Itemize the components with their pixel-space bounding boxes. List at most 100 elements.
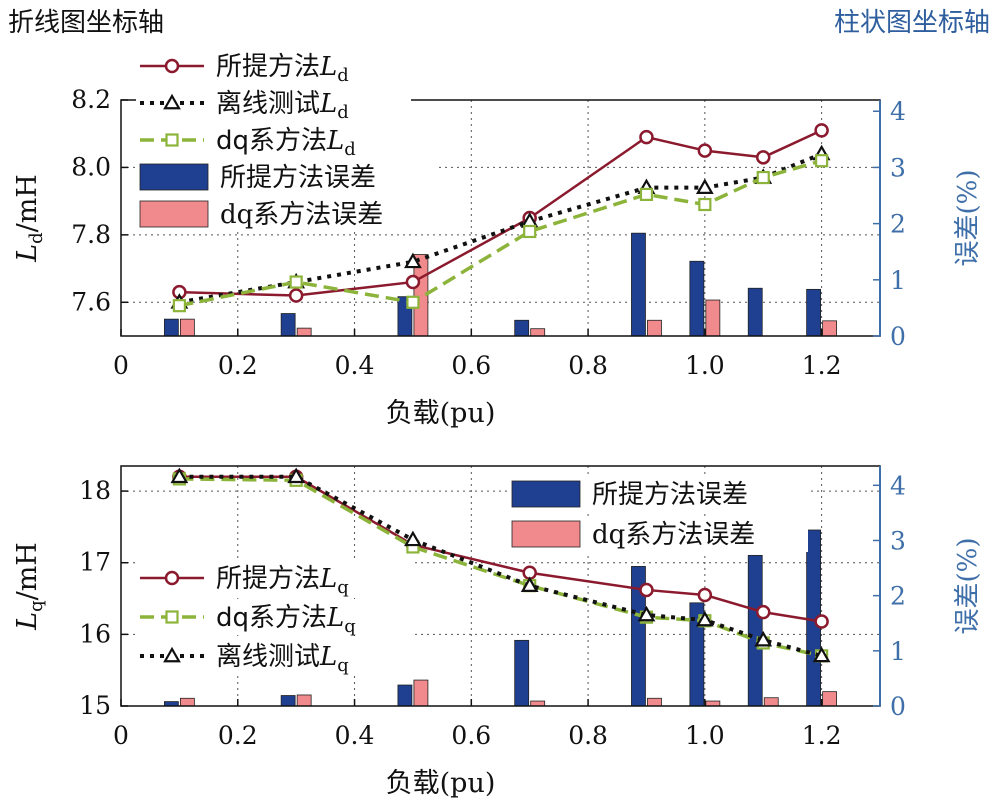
legend-label-proposed: 所提方法Ld (216, 52, 349, 86)
proposed-marker (814, 614, 829, 629)
legend-label-bar_proposed: 所提方法误差 (220, 163, 376, 193)
offline-marker (695, 610, 714, 627)
legend-marker-proposed (164, 58, 180, 74)
legend-label-bar_proposed: 所提方法误差 (592, 480, 748, 510)
legend-label-bar_dq: dq系方法误差 (592, 520, 755, 550)
bar_dq-bar (822, 320, 838, 337)
dq-marker (815, 154, 829, 168)
offline-marker (287, 467, 306, 484)
bar_dq-bar (647, 697, 662, 707)
y-right-tick-label: 3 (890, 526, 906, 555)
proposed-marker (639, 582, 654, 598)
bar_dq-bar (530, 328, 546, 337)
y-right-tick-label: 3 (890, 153, 906, 182)
bar_dq-bar (413, 679, 429, 707)
offline-marker (754, 630, 773, 647)
bar_dq-bar (822, 691, 838, 707)
top-plot: 7.6 7.8 8.0 8.2 0 0.2 0.4 0.6 0.8 1.0 1.2 0 1 2 3 4 负载(p… (12, 48, 983, 429)
dq-marker (289, 275, 303, 289)
proposed-marker (639, 129, 654, 145)
offline-marker (812, 646, 831, 663)
y-tick-label: 8.2 (71, 85, 111, 114)
legend-label-offline: 离线测试Lq (216, 642, 349, 676)
bar_proposed-bar (747, 554, 763, 707)
proposed-marker (697, 587, 713, 603)
y-right-tick-label: 1 (890, 266, 906, 295)
x-tick-label: 1.2 (802, 721, 842, 750)
legend-label-dq: dq系方法Ld (216, 126, 356, 160)
bar_dq-bar (179, 318, 195, 337)
bar_proposed-bar (397, 684, 413, 707)
bar_proposed-bar (280, 313, 296, 337)
offline-marker (520, 576, 539, 592)
x-tick-label: 0.4 (335, 351, 375, 380)
y-right-tick-label: 0 (890, 692, 906, 721)
y-tick-label: 16 (79, 619, 111, 648)
proposed-marker (288, 288, 304, 303)
y-right-axis-label: 误差(%) (953, 170, 983, 267)
bar_proposed-bar (280, 695, 296, 707)
legend-marker-offline (163, 646, 181, 663)
bar_dq-bar (705, 299, 721, 337)
legend-label-offline: 离线测试Ld (216, 89, 349, 123)
x-tick-label: 0.2 (218, 721, 258, 750)
dq-marker (523, 224, 537, 239)
offline-marker (404, 252, 422, 269)
legend-marker-offline (163, 93, 181, 110)
left-axis-header: 折线图坐标轴 (8, 8, 165, 38)
legend-marker-dq (165, 133, 179, 147)
dq-line (179, 477, 822, 658)
y-right-axis-label: 误差(%) (953, 538, 983, 635)
proposed-marker (405, 274, 421, 290)
proposed-line (179, 475, 822, 623)
legend-bg (136, 599, 411, 635)
dq-marker (406, 295, 420, 309)
y-right-tick-label: 1 (890, 637, 906, 666)
bar_dq-bar (647, 319, 662, 337)
y-tick-label: 8.0 (71, 152, 111, 181)
y-right-tick-label: 0 (890, 322, 906, 351)
x-axis-label: 负载(pu) (386, 398, 496, 429)
x-tick-label: 0.6 (451, 351, 491, 380)
y-right-tick-label: 2 (890, 582, 906, 611)
x-tick-label: 0.8 (568, 351, 608, 380)
proposed-marker (697, 143, 713, 158)
offline-marker (170, 467, 189, 484)
x-tick-label: 0.6 (451, 721, 491, 750)
x-tick-label: 0.8 (568, 721, 608, 750)
legend-swatch-bar_proposed (139, 163, 209, 191)
y-right-tick-label: 4 (890, 97, 906, 126)
bottom-plot: 15 16 17 18 0 0.2 0.4 0.6 0.8 1.0 1.2 0 1 2 3 4 负载(pu) Lq… (12, 465, 983, 799)
legend-swatch-bar_dq (511, 520, 581, 548)
bar_dq-bar (179, 697, 195, 707)
dq-marker (172, 299, 186, 313)
x-tick-label: 1.0 (685, 721, 725, 750)
x-tick-label: 0 (113, 351, 129, 380)
offline-line (179, 152, 823, 305)
y-right-tick-label: 4 (890, 471, 906, 500)
y-tick-label: 7.8 (71, 220, 111, 249)
bar_proposed-bar (514, 639, 530, 707)
legend-label-dq: dq系方法Lq (216, 603, 356, 637)
y-tick-label: 7.6 (71, 287, 111, 316)
y-axis-label: Ld/mH (12, 174, 47, 263)
y-tick-label: 15 (79, 691, 111, 720)
dq-marker (698, 197, 712, 212)
legend-bg (136, 122, 411, 158)
proposed-line (179, 129, 823, 297)
bar_proposed-bar (747, 287, 763, 337)
legend-label-bar_dq: dq系方法误差 (220, 200, 383, 230)
x-tick-label: 0.4 (335, 721, 375, 750)
bar_dq-bar (763, 697, 779, 707)
x-axis-label: 负载(pu) (386, 768, 496, 799)
bar_proposed-bar (689, 260, 705, 337)
bar_dq-bar (296, 327, 312, 337)
bar_proposed-bar (631, 232, 646, 337)
proposed-marker (814, 123, 829, 138)
y-right-tick-label: 2 (890, 210, 906, 239)
offline-marker (695, 178, 714, 195)
bar_dq-bar (296, 694, 312, 707)
dq-line (179, 159, 823, 308)
y-tick-label: 18 (79, 476, 111, 505)
